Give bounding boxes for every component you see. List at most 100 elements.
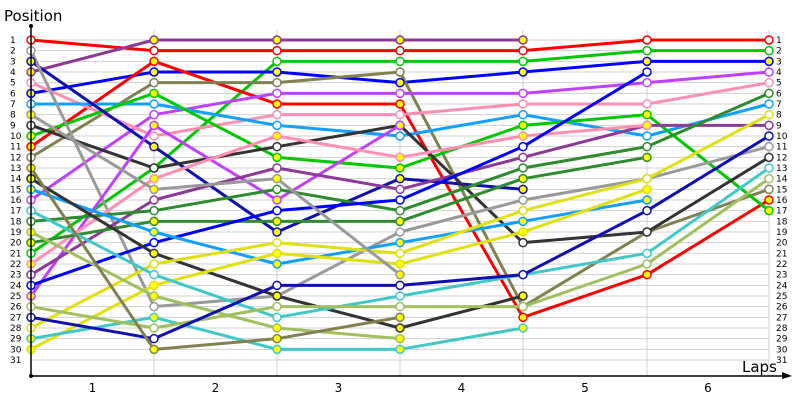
data-point-marker bbox=[518, 35, 528, 45]
data-point-marker bbox=[149, 237, 159, 248]
data-point-marker bbox=[272, 323, 282, 333]
y-tick-label-right: 24 bbox=[776, 281, 788, 291]
data-point-marker bbox=[395, 120, 405, 131]
data-point-marker bbox=[149, 67, 159, 77]
data-point-marker bbox=[272, 67, 282, 77]
data-point-marker bbox=[764, 109, 774, 120]
data-point-marker bbox=[642, 227, 652, 237]
y-tick-label-right: 31 bbox=[776, 356, 787, 366]
series-line bbox=[29, 167, 401, 351]
y-tick-label: 13 bbox=[10, 164, 21, 174]
data-point-marker bbox=[642, 269, 652, 280]
y-tick-label: 17 bbox=[10, 207, 21, 217]
y-tick-label: 28 bbox=[10, 324, 22, 334]
data-point-marker bbox=[395, 195, 405, 205]
data-point-marker bbox=[149, 56, 159, 67]
data-point-marker bbox=[272, 301, 282, 312]
data-point-marker bbox=[149, 45, 159, 56]
data-point-marker bbox=[149, 227, 159, 237]
x-tick-label: 1 bbox=[89, 381, 97, 395]
y-tick-label: 26 bbox=[10, 303, 22, 313]
y-axis-tip bbox=[29, 24, 33, 28]
data-point-marker bbox=[518, 109, 528, 120]
y-tick-label: 1 bbox=[10, 36, 16, 46]
data-point-marker bbox=[272, 152, 282, 163]
data-point-marker bbox=[395, 77, 405, 88]
data-point-marker bbox=[395, 205, 405, 216]
y-tick-label-right: 19 bbox=[776, 228, 788, 238]
y-tick-label-right: 28 bbox=[776, 324, 788, 334]
data-point-marker bbox=[272, 88, 282, 99]
data-point-marker bbox=[149, 88, 159, 99]
x-tick-label: 4 bbox=[458, 381, 466, 395]
data-point-marker bbox=[395, 323, 405, 333]
data-point-marker bbox=[395, 163, 405, 173]
y-tick-label: 27 bbox=[10, 313, 21, 323]
y-tick-label-right: 27 bbox=[776, 313, 787, 323]
y-tick-label-right: 14 bbox=[776, 175, 788, 185]
data-point-marker bbox=[764, 195, 774, 205]
data-point-marker bbox=[642, 120, 652, 131]
data-point-marker bbox=[642, 131, 652, 141]
y-axis-left-labels: 1234567891011121314151617181920212223242… bbox=[10, 36, 22, 366]
data-point-marker bbox=[395, 152, 405, 163]
data-point-marker bbox=[149, 205, 159, 216]
data-point-marker bbox=[395, 35, 405, 45]
data-point-marker bbox=[764, 120, 774, 131]
y-tick-label-right: 2 bbox=[776, 47, 782, 57]
data-point-marker bbox=[764, 35, 774, 45]
y-tick-label-right: 15 bbox=[776, 185, 787, 195]
data-point-marker bbox=[149, 291, 159, 301]
y-tick-label: 2 bbox=[10, 47, 16, 57]
data-point-marker bbox=[518, 56, 528, 67]
y-tick-label-right: 3 bbox=[776, 57, 782, 67]
y-tick-label: 14 bbox=[10, 175, 22, 185]
data-point-marker bbox=[642, 45, 652, 56]
data-point-marker bbox=[642, 56, 652, 67]
data-point-marker bbox=[149, 109, 159, 120]
data-point-marker bbox=[272, 312, 282, 323]
data-point-marker bbox=[272, 131, 282, 141]
data-point-marker bbox=[642, 35, 652, 45]
data-point-marker bbox=[395, 56, 405, 67]
data-point-marker bbox=[395, 259, 405, 269]
data-point-marker bbox=[642, 184, 652, 195]
x-tick-label: 3 bbox=[335, 381, 343, 395]
y-tick-label-right: 21 bbox=[776, 249, 787, 259]
data-point-marker bbox=[642, 67, 652, 77]
data-point-marker bbox=[518, 205, 528, 216]
x-tick-label: 6 bbox=[704, 381, 712, 395]
data-point-marker bbox=[518, 120, 528, 131]
data-point-marker bbox=[395, 291, 405, 301]
data-point-marker bbox=[395, 109, 405, 120]
series-line bbox=[30, 113, 401, 276]
data-point-marker bbox=[149, 77, 159, 88]
data-point-marker bbox=[518, 301, 528, 312]
data-point-marker bbox=[272, 333, 282, 344]
data-point-marker bbox=[395, 280, 405, 291]
data-point-marker bbox=[518, 45, 528, 56]
data-point-marker bbox=[149, 280, 159, 291]
data-point-marker bbox=[395, 248, 405, 259]
x-axis-title: Laps bbox=[742, 358, 777, 376]
data-point-marker bbox=[149, 163, 159, 173]
y-tick-label: 31 bbox=[10, 356, 21, 366]
data-point-marker bbox=[642, 205, 652, 216]
data-point-marker bbox=[272, 99, 282, 109]
data-point-marker bbox=[272, 237, 282, 248]
y-tick-label-right: 25 bbox=[776, 292, 787, 302]
data-point-marker bbox=[642, 259, 652, 269]
y-tick-label-right: 20 bbox=[776, 239, 788, 249]
data-point-marker bbox=[395, 227, 405, 237]
data-point-marker bbox=[642, 99, 652, 109]
data-point-marker bbox=[764, 77, 774, 88]
y-tick-label: 15 bbox=[10, 185, 21, 195]
data-point-marker bbox=[518, 152, 528, 163]
data-point-marker bbox=[395, 333, 405, 344]
y-tick-label-right: 18 bbox=[776, 217, 788, 227]
y-tick-label: 4 bbox=[10, 68, 16, 78]
y-tick-label-right: 13 bbox=[776, 164, 787, 174]
y-tick-label: 3 bbox=[10, 57, 16, 67]
y-tick-label: 8 bbox=[10, 111, 16, 121]
